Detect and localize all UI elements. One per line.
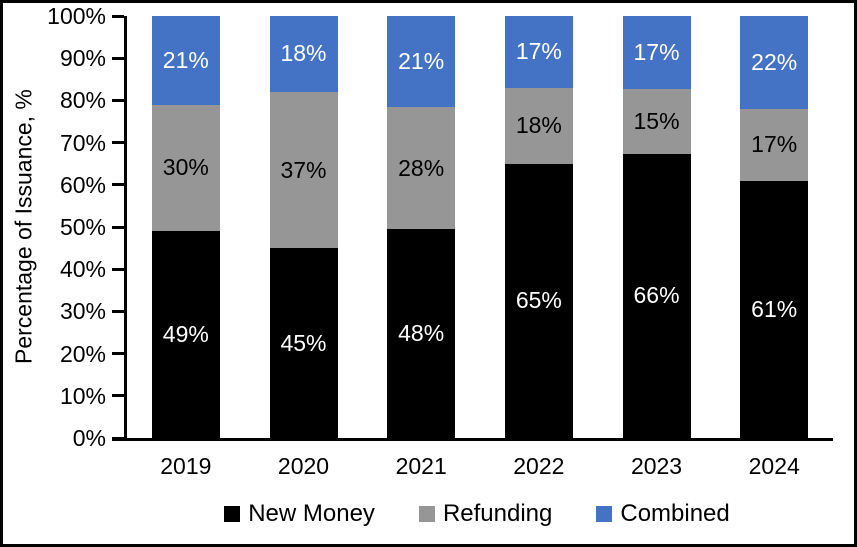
legend-item-refunding: Refunding [418,500,553,528]
y-tick-mark [112,225,124,229]
x-tick-label-2021: 2021 [395,453,447,479]
y-tick-label: 10% [59,382,106,409]
bar-slot-2019: 49% 30% 21% [127,16,245,438]
bar-segment-label: 22% [751,48,798,75]
bar-slot-2024: 61% 17% 22% [715,16,833,438]
bar-segment-combined: 22% [740,16,809,109]
bar-segment-new-money: 45% [269,248,338,438]
y-tick-mark [112,267,124,271]
x-tick-label-2024: 2024 [748,453,800,479]
bar-2019: 49% 30% 21% [151,16,220,438]
legend-item-combined: Combined [596,500,730,528]
bar-2023: 66% 15% 17% [622,16,691,438]
x-tick-label-2023: 2023 [630,453,683,479]
y-tick-mark [112,14,124,18]
bar-segment-label: 49% [162,321,209,348]
y-tick-mark [112,56,124,60]
bar-segment-label: 18% [280,40,327,67]
bar-segment-new-money: 61% [740,180,809,438]
legend-swatch-new-money [224,506,241,522]
legend-label: Refunding [442,500,553,527]
bar-segment-new-money: 49% [151,231,220,438]
y-tick-label: 70% [59,129,106,156]
bar-2022: 65% 18% 17% [504,16,573,438]
y-tick-mark [112,98,124,102]
y-tick-label: 30% [59,298,106,325]
plot-area: 49% 30% 21% 45% 37% 18% 48% 28% 21% 65% 18% 17% 66% 1… [124,16,833,441]
bar-segment-combined: 17% [504,16,573,88]
x-tick-label-2020: 2020 [277,453,330,479]
bar-segment-refunding: 17% [740,108,809,181]
bar-2024: 61% 17% 22% [740,16,809,438]
y-tick-label: 40% [59,256,106,283]
bar-segment-refunding: 30% [151,104,220,232]
bar-segment-label: 21% [162,46,209,73]
y-tick-label: 80% [59,87,106,114]
bar-segment-combined: 21% [387,16,456,108]
bar-2020: 45% 37% 18% [269,16,338,438]
bar-segment-refunding: 18% [504,87,573,164]
bar-segment-refunding: 28% [387,107,456,230]
x-axis-labels: 2019 2020 2021 2022 2023 2024 [127,452,833,482]
y-tick-mark [112,309,124,313]
bar-segment-label: 37% [280,156,327,183]
bar-segment-refunding: 15% [622,89,691,154]
legend-label: Combined [620,500,730,527]
bar-segment-label: 17% [633,39,680,66]
bar-segment-label: 15% [633,108,680,135]
bar-segment-label: 28% [398,154,445,181]
y-tick-mark [112,141,124,145]
bar-segment-label: 48% [398,320,445,347]
bar-2021: 48% 28% 21% [387,16,456,438]
y-tick-label: 0% [72,425,106,451]
bar-segment-combined: 21% [151,16,220,105]
y-tick-label: 60% [59,171,106,198]
bar-segment-combined: 17% [622,16,691,90]
y-tick-label: 90% [59,45,106,72]
bar-segment-combined: 18% [269,16,338,92]
bar-segment-label: 30% [162,154,209,181]
bar-slot-2021: 48% 28% 21% [362,16,480,438]
bar-segment-new-money: 65% [504,163,573,438]
bar-segment-label: 21% [398,48,445,75]
x-tick-label-2019: 2019 [160,453,212,479]
bar-segment-new-money: 66% [622,153,691,438]
legend-item-new-money: New Money [224,500,375,528]
bar-slot-2023: 66% 15% 17% [598,16,716,438]
y-tick-mark [112,394,124,398]
y-tick-mark [112,183,124,187]
x-axis-line-extension [112,438,124,441]
legend: New Money Refunding Combined [124,498,830,530]
legend-swatch-combined [596,506,613,522]
bar-segment-refunding: 37% [269,91,338,249]
y-tick-mark [112,352,124,356]
y-tick-label: 50% [59,214,106,240]
bar-segment-label: 45% [280,329,327,356]
y-tick-label: 100% [47,3,106,29]
bar-segment-new-money: 48% [387,229,456,438]
legend-swatch-refunding [418,506,435,522]
bar-segment-label: 18% [515,112,562,139]
y-tick-label: 20% [59,340,106,367]
bar-slot-2022: 65% 18% 17% [480,16,598,438]
bar-segment-label: 17% [751,131,798,158]
bar-segment-label: 17% [515,38,562,65]
bar-segment-label: 66% [633,282,680,309]
x-tick-label-2022: 2022 [513,453,565,479]
bar-segment-label: 65% [515,287,562,314]
bar-slot-2020: 45% 37% 18% [245,16,363,438]
bar-segment-label: 61% [751,295,798,322]
legend-label: New Money [248,500,375,527]
